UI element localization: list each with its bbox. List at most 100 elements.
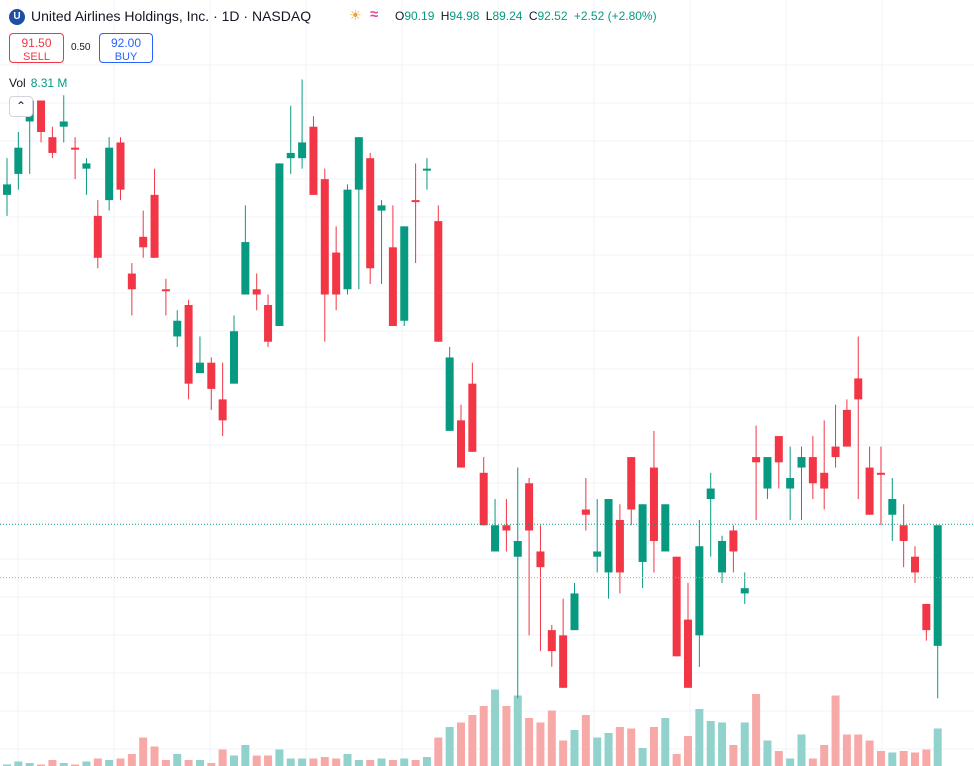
volume-bar [184,760,193,766]
volume-bar [808,758,817,766]
volume-bar [513,695,522,766]
candle-body [275,163,284,326]
candle-body [718,540,727,573]
volume-bar [354,760,363,766]
candle-body [241,242,250,295]
candle-body [377,205,386,211]
volume-bar [93,758,102,766]
candle-body [888,499,897,515]
volume-bar [298,758,307,766]
volume-bar [252,755,261,766]
volume-bar [593,737,602,766]
candle-body [343,189,352,290]
candle-body [786,478,795,489]
candle-body [93,215,102,258]
candle-body [649,467,658,541]
candle-body [286,152,295,159]
volume-bar [718,722,727,766]
candle-body [752,457,761,463]
symbol-title[interactable]: United Airlines Holdings, Inc. · 1D · NA… [31,8,312,24]
low-value: 89.24 [492,9,523,23]
candle-body [695,546,704,636]
candle-body [842,409,851,447]
volume-bar [491,689,500,766]
volume-bar [71,764,80,766]
buy-button[interactable]: 92.00 BUY [99,33,153,63]
candle-body [298,142,307,159]
volume-bar [729,745,738,766]
volume-bar [127,754,136,766]
close-label: C [528,9,538,23]
volume-bar [309,758,318,766]
candle-body [150,194,159,258]
data-indicator-wave-icon[interactable]: ≈ [370,6,379,23]
volume-bar [48,760,57,766]
volume-bar [218,749,227,766]
candle-body [808,457,817,484]
collapse-legend-button[interactable]: ⌃ [9,96,33,117]
volume-bar [25,763,34,766]
candle-body [876,472,885,475]
volume-bar [911,752,919,766]
volume-label: Vol [9,76,26,90]
volume-bar [559,740,568,766]
candle-body [729,530,738,552]
close-value: 92.52 [537,9,568,23]
volume-bar [740,722,749,766]
candle-body [865,467,874,515]
volume-bar [14,761,23,766]
candle-body [400,226,409,321]
candle-body [638,504,647,562]
candle-body [774,436,783,463]
candle-body [820,472,829,489]
volume-bar [786,758,795,766]
volume-bar [173,754,182,766]
volume-bar [275,749,284,766]
volume-bar [366,760,375,766]
candle-body [593,551,602,557]
candle-body [604,499,613,573]
candle-body [388,247,397,326]
sell-button[interactable]: 91.50 SELL [9,33,64,63]
candle-body [434,221,443,342]
volume-bar [797,734,806,766]
candle-body [105,147,114,201]
volume-bar [774,751,783,766]
candle-body [82,163,91,169]
volume-bar [854,734,863,766]
candle-body [525,483,534,531]
candle-body [627,457,636,510]
volume-bar [627,728,636,766]
high-label: H [440,9,450,23]
candle-body [127,273,136,290]
volume-bar [479,706,488,766]
candle-body [661,504,670,552]
volume-bar [343,754,352,766]
candle-body [933,525,942,646]
candle-body [3,184,11,195]
open-value: 90.19 [404,9,435,23]
volume-bar [547,710,556,766]
candle-body [570,593,579,631]
candle-body [672,556,681,657]
candle-body [536,551,545,568]
candle-body [411,200,420,203]
candle-body [615,520,624,573]
candle-body [684,619,692,688]
volume-bar [82,761,91,766]
volume-bar [332,758,341,766]
candle-body [309,126,318,195]
volume-bar [933,728,942,766]
high-value: 94.98 [449,9,480,23]
candle-body [468,383,477,452]
volume-bar [876,751,885,766]
candle-body [139,236,148,248]
spread-value: 0.50 [71,42,91,53]
candle-body [513,540,522,557]
market-session-sun-icon[interactable]: ☀ [349,7,362,23]
volume-bar [525,718,534,766]
volume-bar [161,760,170,766]
volume-bar [207,763,216,766]
volume-bar [116,758,125,766]
